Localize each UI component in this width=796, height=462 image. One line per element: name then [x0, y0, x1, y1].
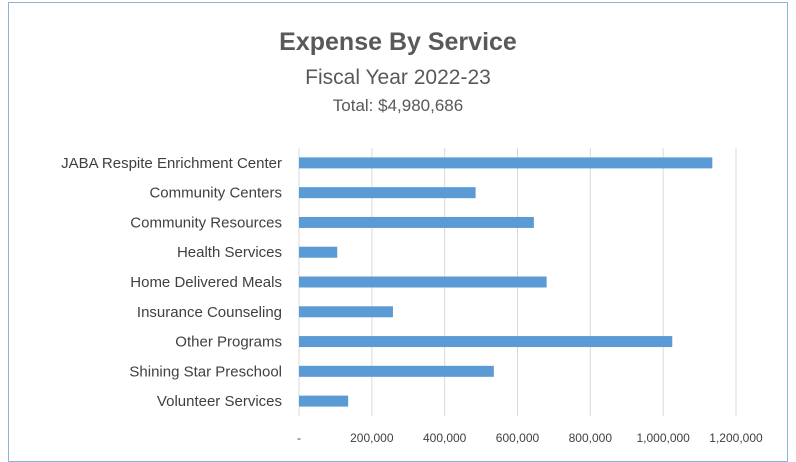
bar-7	[299, 365, 494, 377]
chart-frame	[8, 2, 788, 462]
x-tick-label-2: 400,000	[423, 431, 467, 445]
x-tick-label-5: 1,000,000	[636, 431, 690, 445]
x-tick-label-1: 200,000	[350, 431, 394, 445]
category-label-2: Community Resources	[130, 214, 282, 231]
category-label-3: Health Services	[177, 244, 282, 261]
category-label-7: Shining Star Preschool	[129, 363, 282, 380]
bar-5	[299, 306, 393, 318]
bar-1	[299, 187, 476, 199]
bar-6	[299, 336, 673, 348]
x-tick-label-3: 600,000	[496, 431, 540, 445]
bar-0	[299, 157, 713, 169]
x-tick-label-0: -	[297, 431, 301, 445]
bar-4	[299, 276, 547, 288]
chart-subtitle: Fiscal Year 2022-23	[305, 66, 491, 89]
bar-2	[299, 216, 534, 228]
bar-8	[299, 395, 349, 407]
x-tick-label-6: 1,200,000	[709, 431, 763, 445]
category-label-5: Insurance Counseling	[137, 304, 282, 321]
category-label-4: Home Delivered Meals	[130, 274, 282, 291]
category-label-6: Other Programs	[175, 334, 282, 351]
category-label-8: Volunteer Services	[157, 393, 282, 410]
category-label-1: Community Centers	[149, 185, 282, 202]
x-tick-label-4: 800,000	[569, 431, 613, 445]
bar-chart-plot: JABA Respite Enrichment Center Community …	[61, 148, 763, 445]
category-label-0: JABA Respite Enrichment Center	[61, 155, 282, 172]
chart-total: Total: $4,980,686	[332, 96, 464, 115]
bar-3	[299, 246, 338, 258]
chart-title: Expense By Service	[279, 28, 517, 56]
